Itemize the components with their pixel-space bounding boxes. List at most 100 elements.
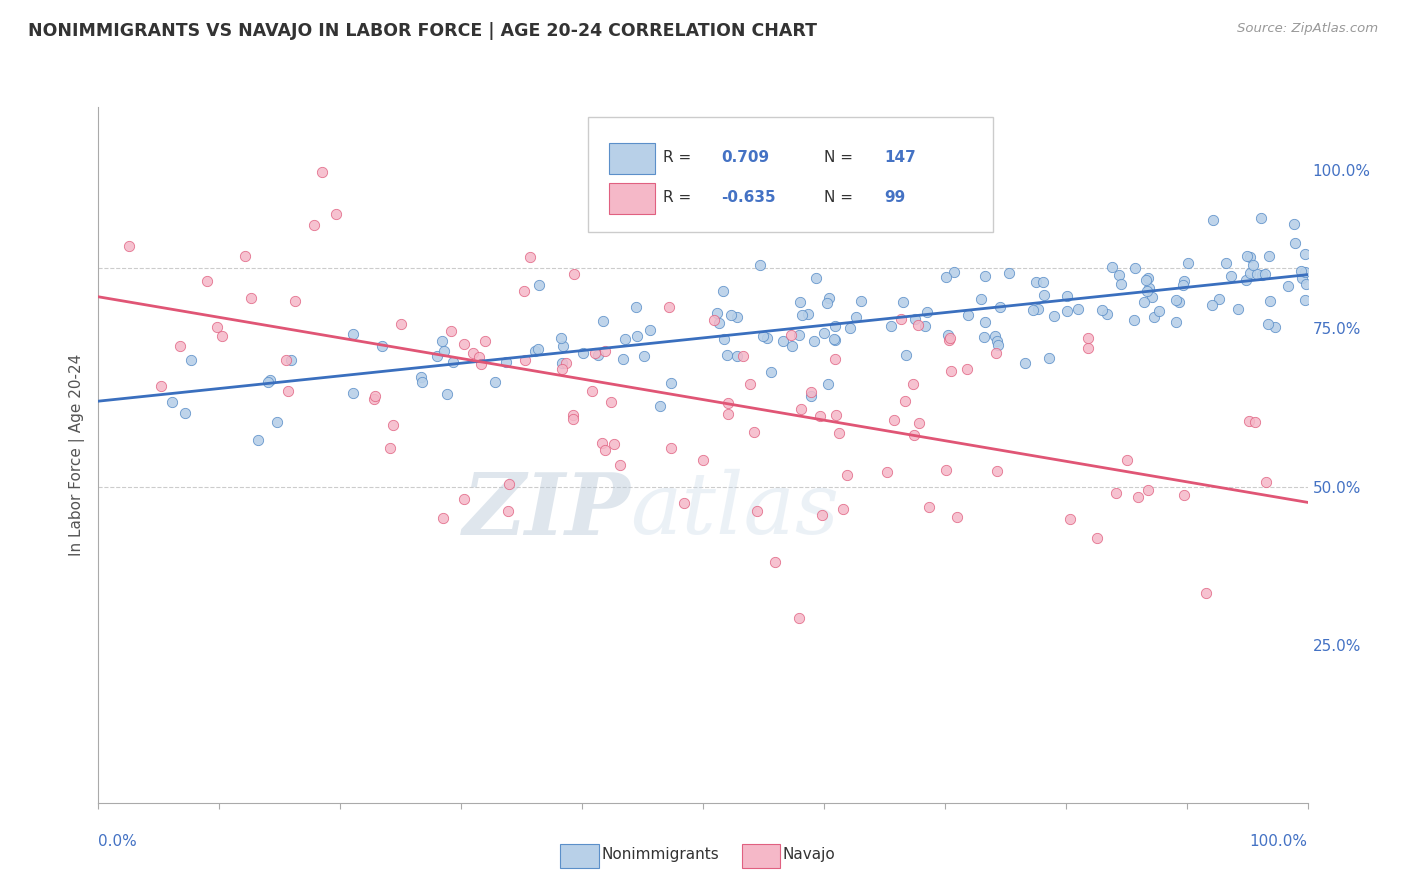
Point	[813, 326, 835, 340]
Point	[638, 323, 661, 337]
Point	[908, 416, 931, 430]
Point	[495, 355, 517, 369]
Point	[432, 511, 454, 525]
Point	[890, 311, 912, 326]
Point	[1284, 235, 1306, 250]
Point	[233, 249, 256, 263]
Point	[470, 357, 492, 371]
Point	[1239, 267, 1261, 281]
Point	[433, 343, 456, 358]
Point	[779, 328, 801, 343]
Point	[1227, 301, 1250, 316]
Point	[1137, 281, 1160, 295]
Point	[342, 326, 364, 341]
Point	[825, 408, 848, 422]
Point	[1294, 247, 1316, 261]
Point	[1133, 295, 1156, 310]
Point	[554, 356, 576, 370]
Point	[1195, 585, 1218, 599]
Point	[484, 375, 506, 389]
Point	[742, 425, 765, 439]
Point	[755, 330, 778, 344]
Point	[440, 324, 463, 338]
Point	[815, 296, 838, 310]
Point	[849, 294, 872, 309]
Point	[1038, 351, 1060, 366]
Text: 100.0%: 100.0%	[1250, 834, 1308, 849]
Point	[1173, 488, 1195, 502]
Point	[780, 339, 803, 353]
Point	[1254, 475, 1277, 490]
Point	[519, 250, 541, 264]
Point	[441, 355, 464, 369]
Point	[1168, 294, 1191, 309]
Point	[792, 308, 814, 322]
Point	[935, 463, 957, 477]
Point	[659, 442, 682, 456]
Point	[998, 266, 1021, 280]
Point	[389, 318, 412, 332]
Point	[1085, 531, 1108, 545]
Point	[941, 364, 963, 378]
Point	[160, 394, 183, 409]
Point	[824, 333, 846, 347]
Point	[808, 409, 831, 423]
Point	[561, 412, 583, 426]
Point	[824, 319, 846, 334]
Point	[150, 379, 173, 393]
Point	[749, 258, 772, 272]
Point	[498, 477, 520, 491]
Point	[593, 443, 616, 458]
Point	[904, 312, 927, 326]
Point	[1171, 278, 1194, 293]
Point	[716, 348, 738, 362]
Text: atlas: atlas	[630, 469, 839, 552]
Point	[1264, 319, 1286, 334]
Point	[1067, 302, 1090, 317]
Point	[1257, 249, 1279, 263]
Point	[1234, 273, 1257, 287]
Point	[311, 165, 333, 179]
Point	[986, 464, 1008, 478]
Point	[1282, 218, 1305, 232]
Point	[599, 394, 621, 409]
Point	[659, 376, 682, 390]
Point	[174, 406, 197, 420]
Point	[817, 376, 839, 391]
Point	[561, 408, 583, 422]
Point	[717, 396, 740, 410]
Point	[1277, 279, 1299, 293]
Point	[1136, 284, 1159, 298]
Point	[280, 353, 302, 368]
Text: R =: R =	[664, 190, 692, 204]
Point	[974, 315, 997, 329]
Point	[956, 361, 979, 376]
Point	[988, 300, 1011, 314]
Point	[1237, 414, 1260, 428]
Point	[716, 407, 738, 421]
Point	[1140, 290, 1163, 304]
Point	[973, 330, 995, 344]
FancyBboxPatch shape	[609, 183, 655, 214]
Point	[894, 393, 917, 408]
Point	[939, 331, 962, 345]
Point	[239, 291, 262, 305]
Point	[907, 318, 929, 333]
Point	[733, 349, 755, 363]
Point	[917, 305, 939, 319]
Point	[974, 269, 997, 284]
Point	[894, 348, 917, 362]
Point	[725, 349, 748, 363]
Point	[1108, 268, 1130, 282]
Point	[720, 309, 742, 323]
Point	[551, 361, 574, 376]
Point	[118, 239, 141, 253]
Point	[650, 399, 672, 413]
Point	[692, 453, 714, 467]
Point	[364, 389, 387, 403]
Text: -0.635: -0.635	[721, 190, 776, 204]
Point	[1143, 310, 1166, 324]
Point	[1056, 303, 1078, 318]
Point	[986, 334, 1008, 348]
Point	[1095, 307, 1118, 321]
